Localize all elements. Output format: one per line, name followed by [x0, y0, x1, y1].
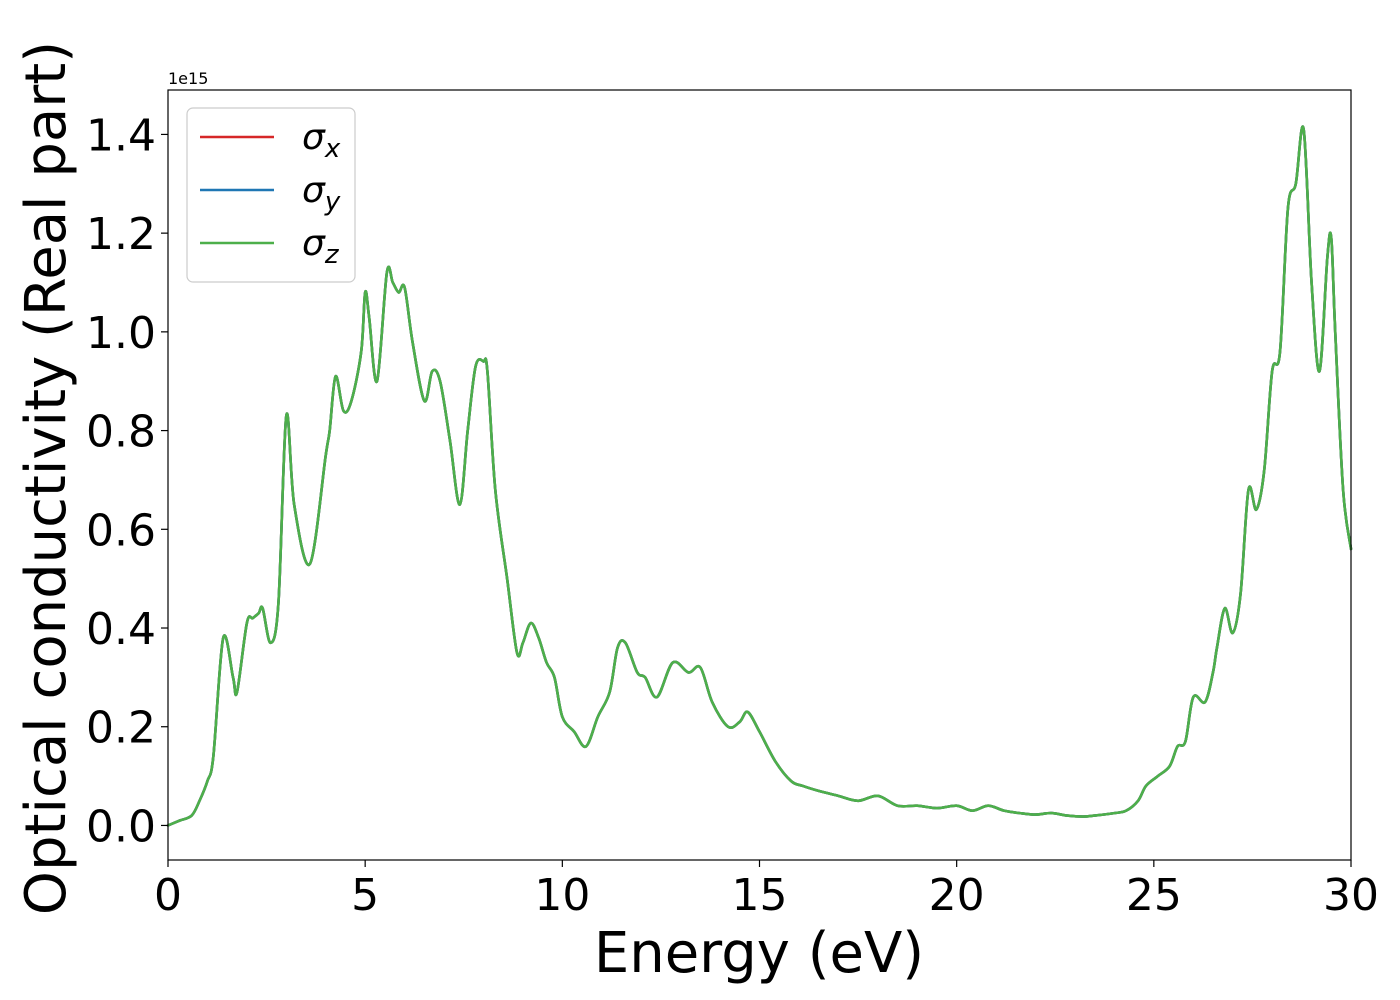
x-tick-label: 5 — [351, 870, 379, 921]
y-tick-label: 0.4 — [86, 604, 156, 655]
x-tick-label: 15 — [732, 870, 788, 921]
y-tick-label: 0.2 — [86, 703, 156, 754]
y-tick-label: 1.0 — [86, 308, 156, 359]
series-line-z — [166, 125, 1353, 827]
y-tick-label: 1.4 — [86, 110, 156, 161]
legend-label-y: σy — [302, 170, 341, 217]
y-axis: 0.0 0.2 0.4 0.6 0.8 1.0 1.2 1.4 — [86, 110, 168, 852]
legend: σx σy σz — [186, 107, 356, 283]
y-tick-label: 0.8 — [86, 407, 156, 458]
legend-box — [186, 107, 356, 283]
legend-label-x: σx — [302, 117, 341, 164]
legend-label-z: σz — [302, 223, 340, 270]
y-offset-label: 1e15 — [168, 69, 208, 88]
y-tick-label: 0.0 — [86, 801, 156, 852]
y-axis-label: Optical conductivity (Real part) — [14, 41, 79, 915]
x-tick-label: 0 — [154, 870, 182, 921]
x-tick-label: 10 — [534, 870, 590, 921]
x-tick-label: 25 — [1126, 870, 1182, 921]
y-tick-label: 1.2 — [86, 209, 156, 260]
x-axis: 0 5 10 15 20 25 30 — [154, 860, 1379, 921]
x-tick-label: 30 — [1323, 870, 1379, 921]
x-axis-label: Energy (eV) — [594, 921, 924, 986]
x-tick-label: 20 — [929, 870, 985, 921]
y-tick-label: 0.6 — [86, 505, 156, 556]
series-layer — [166, 125, 1353, 827]
